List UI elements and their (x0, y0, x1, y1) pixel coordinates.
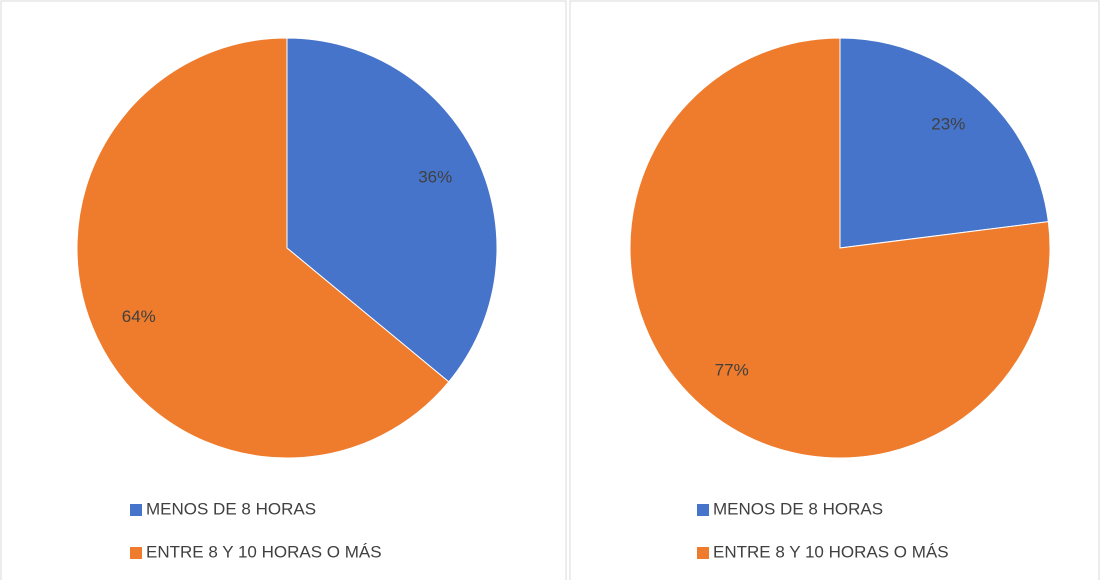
legend-label: ENTRE 8 Y 10 HORAS O MÁS (146, 542, 382, 561)
data-label: 23% (931, 115, 965, 134)
pie-slice (839, 37, 1049, 249)
data-label: 77% (715, 360, 749, 379)
legend-label: ENTRE 8 Y 10 HORAS O MÁS (713, 542, 949, 561)
legend-swatch (697, 504, 709, 516)
legend-swatch (697, 547, 709, 559)
legend-label: MENOS DE 8 HORAS (713, 499, 883, 518)
pie-slice (286, 37, 498, 383)
legend-swatch (130, 504, 142, 516)
data-label: 36% (418, 168, 452, 187)
pie-slice (629, 37, 1051, 459)
legend-label: MENOS DE 8 HORAS (146, 499, 316, 518)
pie-slice (76, 37, 450, 459)
legend-swatch (130, 547, 142, 559)
data-label: 64% (122, 307, 156, 326)
